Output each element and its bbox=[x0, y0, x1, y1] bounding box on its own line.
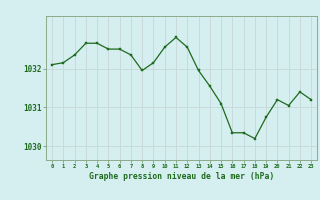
X-axis label: Graphe pression niveau de la mer (hPa): Graphe pression niveau de la mer (hPa) bbox=[89, 172, 274, 181]
